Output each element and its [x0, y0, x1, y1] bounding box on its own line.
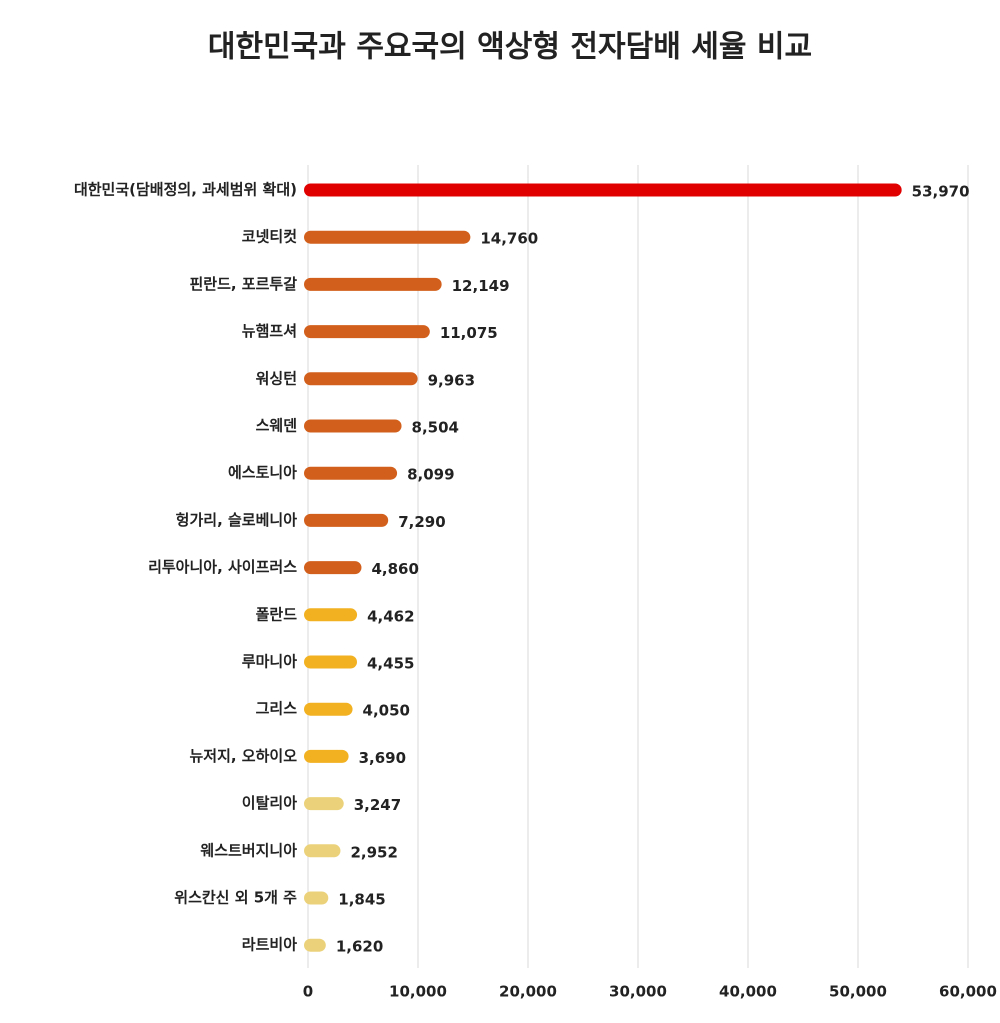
y-tick-label: 핀란드, 포르투갈	[189, 275, 297, 293]
bar	[304, 277, 442, 291]
value-label: 1,845	[338, 891, 385, 909]
bar	[304, 938, 326, 952]
y-tick-label: 뉴저지, 오하이오	[189, 747, 297, 765]
value-label: 8,099	[407, 466, 454, 484]
value-label: 53,970	[912, 183, 970, 201]
bar	[304, 608, 358, 622]
y-tick-label: 코넷티컷	[242, 228, 297, 246]
value-label: 4,455	[367, 655, 414, 673]
x-tick-label: 30,000	[609, 983, 667, 1001]
y-tick-label: 폴란드	[256, 605, 298, 623]
x-tick-label: 40,000	[719, 983, 777, 1001]
bar	[304, 419, 402, 433]
bar	[304, 844, 341, 858]
value-label: 4,860	[371, 560, 418, 578]
y-tick-label: 에스토니아	[228, 464, 297, 482]
value-label: 12,149	[452, 277, 510, 295]
y-tick-label: 뉴햄프셔	[242, 322, 297, 340]
bar	[304, 561, 362, 575]
y-tick-label: 위스칸신 외 5개 주	[174, 889, 297, 907]
bar	[304, 797, 344, 811]
y-tick-label: 이탈리아	[242, 794, 297, 812]
bar	[304, 655, 358, 669]
value-label: 8,504	[412, 419, 459, 437]
bar	[304, 749, 349, 763]
y-tick-label: 스웨덴	[256, 417, 297, 435]
value-label: 14,760	[480, 230, 538, 248]
bar	[304, 325, 430, 339]
value-label: 1,620	[336, 938, 383, 956]
bar	[304, 891, 329, 905]
x-tick-label: 0	[303, 983, 313, 1001]
y-tick-label: 헝가리, 슬로베니아	[176, 511, 298, 529]
y-tick-label: 대한민국(담배정의, 과세범위 확대)	[74, 181, 297, 199]
value-label: 4,050	[363, 702, 410, 720]
bar	[304, 230, 471, 244]
value-label: 7,290	[398, 513, 445, 531]
y-tick-label: 라트비아	[242, 936, 297, 954]
x-tick-label: 60,000	[939, 983, 997, 1001]
value-label: 2,952	[350, 843, 397, 861]
value-label: 9,963	[428, 371, 475, 389]
bar	[304, 183, 902, 197]
x-tick-label: 10,000	[389, 983, 447, 1001]
y-tick-label: 그리스	[256, 700, 298, 718]
value-label: 3,247	[354, 796, 401, 814]
bar	[304, 466, 398, 480]
value-label: 4,462	[367, 607, 414, 625]
bar	[304, 513, 389, 527]
value-label: 11,075	[440, 324, 498, 342]
bar	[304, 702, 353, 716]
y-tick-label: 리투아니아, 사이프러스	[148, 558, 297, 576]
value-label: 3,690	[359, 749, 406, 767]
y-tick-label: 워싱턴	[256, 369, 297, 387]
y-tick-label: 루마니아	[242, 653, 297, 671]
x-tick-label: 50,000	[829, 983, 887, 1001]
y-tick-label: 웨스트버지니아	[200, 841, 297, 859]
bar	[304, 372, 418, 386]
x-tick-label: 20,000	[499, 983, 557, 1001]
chart-title: 대한민국과 주요국의 액상형 전자담배 세율 비교	[208, 30, 812, 65]
